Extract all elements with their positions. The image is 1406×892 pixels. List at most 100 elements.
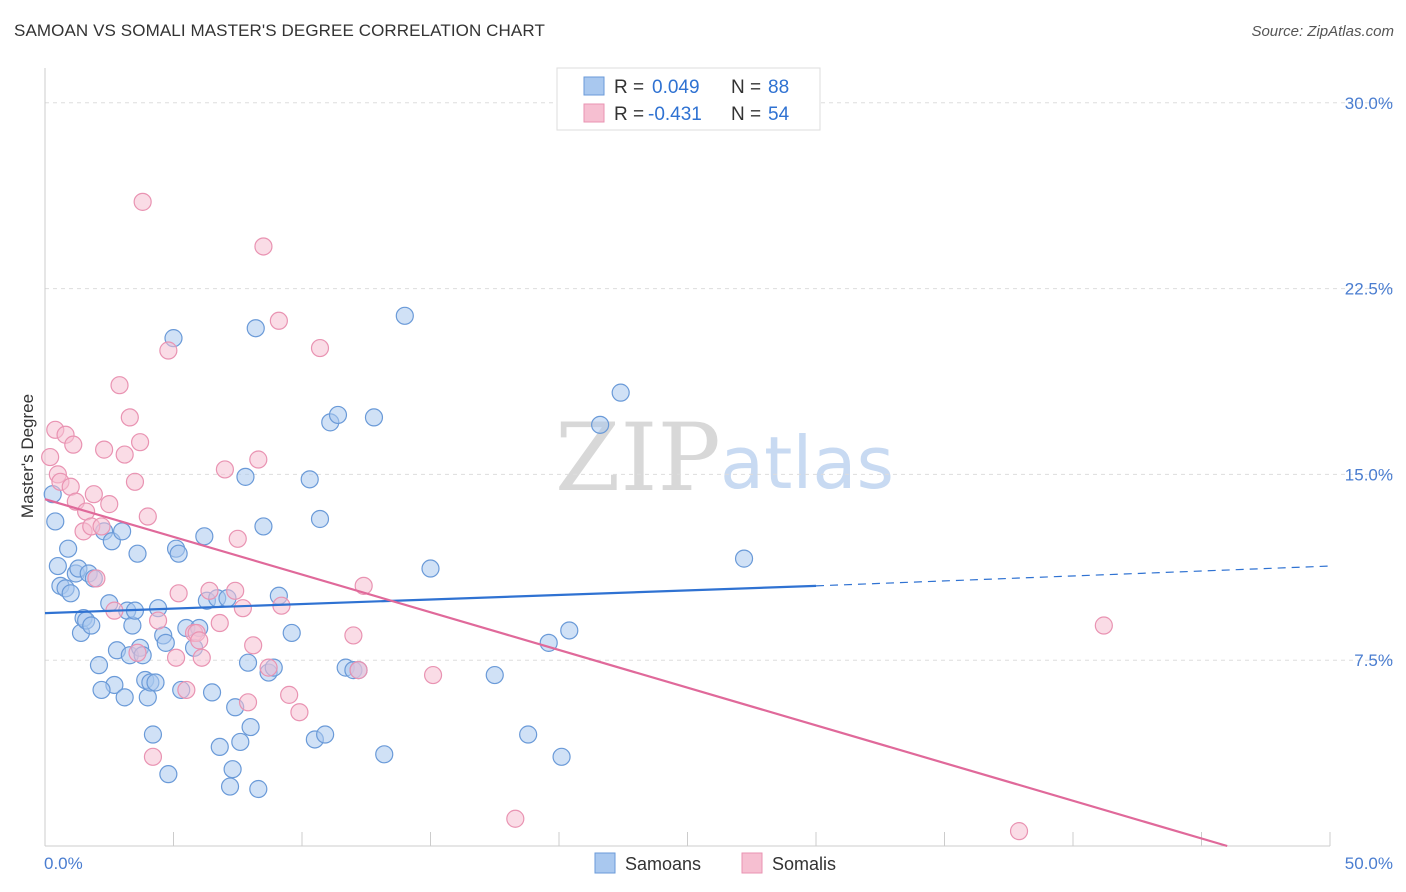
samoans-point: [241, 717, 260, 737]
somalis-point: [190, 631, 209, 650]
y-tick-label: 30.0%: [1345, 94, 1393, 113]
somalis-point: [269, 311, 288, 330]
samoans-point: [591, 415, 610, 434]
somalis-point: [177, 680, 196, 700]
somalis-point: [228, 529, 247, 548]
somalis-point: [1094, 616, 1113, 635]
somalis-point: [310, 338, 330, 358]
y-tick-label: 22.5%: [1345, 280, 1393, 299]
y-axis-title: Master's Degree: [18, 394, 37, 518]
somalis-point: [169, 584, 188, 603]
somalis-point: [259, 658, 278, 677]
somalis-point: [344, 626, 363, 645]
samoans-point: [195, 527, 214, 546]
somalis-point: [200, 581, 219, 600]
somalis-point: [84, 485, 103, 504]
samoans-point: [231, 732, 250, 752]
samoans-point: [143, 725, 163, 744]
legend-r-value-somalis: -0.431: [648, 104, 702, 125]
somalis-point: [125, 472, 145, 491]
samoans-point: [236, 467, 255, 486]
bottom-legend-swatch-samoans: [594, 852, 616, 874]
samoans-point: [156, 633, 175, 652]
y-tick-label: 7.5%: [1354, 651, 1393, 670]
samoans-point: [169, 544, 188, 563]
legend-box: R = 0.049 N = 88 R = -0.431 N = 54: [556, 67, 821, 131]
somalis-point: [354, 576, 373, 595]
somalis-point: [233, 599, 252, 618]
samoans-point: [310, 509, 330, 529]
samoans-point: [485, 665, 504, 685]
samoans-point: [89, 656, 109, 675]
samoans-point: [249, 779, 268, 799]
samoans-point: [61, 584, 80, 603]
somalis-point: [41, 447, 60, 467]
somalis-point: [280, 685, 299, 704]
legend-swatch-samoans: [583, 76, 605, 96]
watermark-atlas: atlas: [720, 421, 894, 505]
samoans-point: [82, 616, 101, 635]
samoans-point: [59, 539, 78, 558]
watermark: ZIP atlas: [555, 404, 894, 513]
somalis-point: [210, 613, 229, 633]
somalis-point: [130, 433, 150, 452]
samoans-point: [421, 559, 440, 578]
samoans-point: [202, 683, 222, 702]
somalis-point: [215, 460, 234, 479]
samoans-point: [115, 688, 134, 707]
somalis-point: [249, 450, 268, 469]
legend-n-value-somalis: 54: [768, 104, 790, 125]
somalis-point: [166, 648, 186, 667]
samoans-point: [734, 549, 754, 568]
somalis-point: [138, 507, 157, 526]
somalis-point: [290, 703, 309, 722]
somalis-point: [349, 661, 368, 680]
somalis-point: [254, 237, 273, 256]
bottom-legend-label-somalis: Somalis: [772, 854, 836, 874]
bottom-legend: Samoans Somalis: [594, 852, 836, 874]
samoans-point: [223, 760, 242, 779]
bottom-legend-swatch-somalis: [741, 852, 763, 874]
y-tick-labels: 7.5% 15.0% 22.5% 30.0%: [1345, 94, 1393, 670]
trend-lines: [44, 498, 1331, 848]
samoans-point: [519, 725, 538, 744]
samoans-point: [611, 383, 630, 402]
somalis-point: [244, 636, 263, 655]
somalis-point: [133, 192, 152, 211]
samoans-point: [92, 680, 111, 700]
somalis-point: [226, 581, 245, 600]
somalis-point: [92, 517, 111, 536]
samoans-point: [300, 470, 319, 489]
somalis-trend-line: [44, 498, 1228, 848]
somalis-point: [192, 648, 211, 667]
legend-n-value-samoans: 88: [768, 77, 789, 98]
somalis-point: [238, 693, 258, 712]
samoans-point: [159, 765, 178, 784]
samoans-trend-line: [44, 584, 817, 615]
legend-n-label-somalis: N =: [731, 104, 761, 125]
watermark-zip: ZIP: [555, 404, 721, 513]
samoans-points: [43, 306, 754, 799]
samoans-point: [112, 522, 132, 541]
samoans-point: [238, 653, 258, 672]
samoans-trend-extension: [815, 565, 1331, 587]
samoans-point: [552, 747, 571, 766]
x-tick-label-max: 50.0%: [1345, 854, 1393, 873]
legend-r-label-somalis: R =: [614, 104, 644, 125]
samoans-point: [210, 737, 229, 757]
samoans-point: [146, 673, 165, 692]
chart-source: Source: ZipAtlas.com: [1251, 23, 1394, 40]
legend-n-label-samoans: N =: [731, 77, 761, 98]
x-tick-label-min: 0.0%: [44, 854, 83, 873]
samoans-point: [375, 745, 394, 764]
legend-swatch-somalis: [583, 103, 605, 123]
somalis-point: [148, 611, 168, 630]
samoans-point: [123, 616, 142, 635]
somalis-point: [87, 569, 106, 588]
samoans-point: [254, 517, 273, 536]
somalis-point: [110, 376, 129, 395]
somalis-point: [100, 495, 119, 514]
somalis-point: [64, 435, 83, 454]
y-tick-label: 15.0%: [1345, 465, 1393, 484]
